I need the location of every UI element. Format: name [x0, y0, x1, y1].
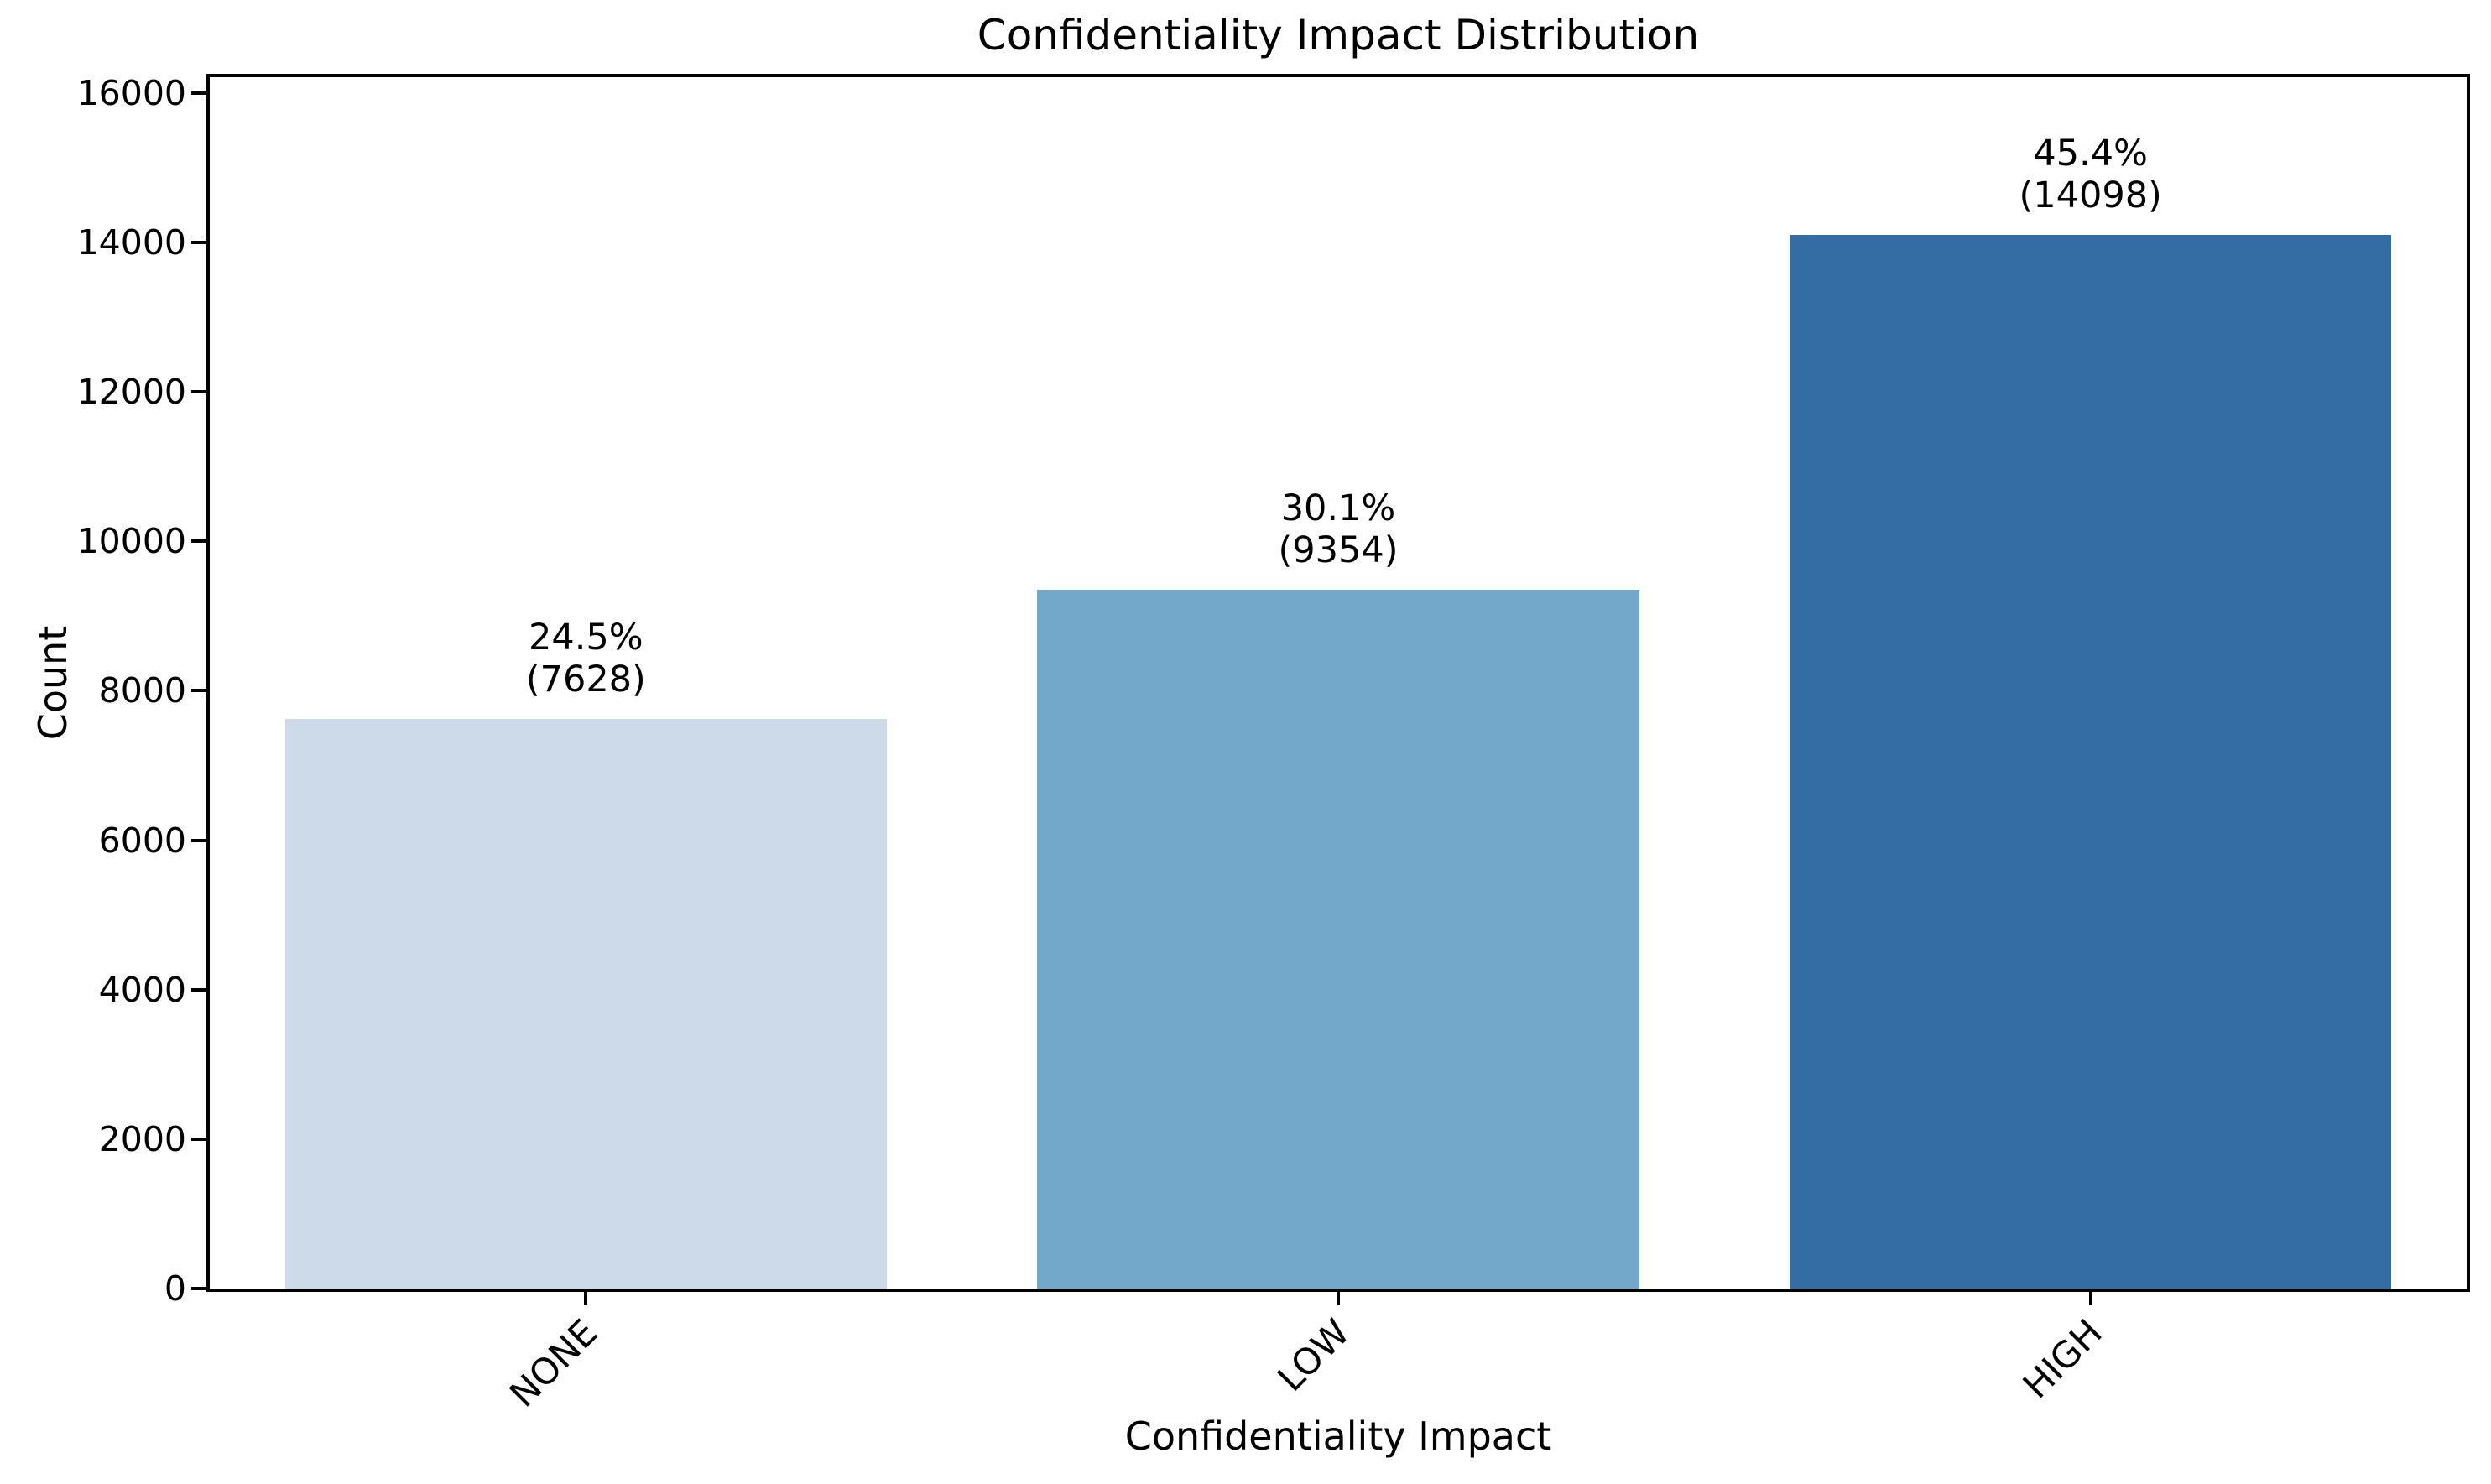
y-tick-label: 6000: [98, 820, 186, 861]
x-tick-mark: [1337, 1289, 1340, 1305]
bar-value-label: 24.5% (7628): [525, 616, 646, 700]
bar-value-label: 45.4% (14098): [2019, 133, 2162, 217]
chart-title: Confidentiality Impact Distribution: [977, 11, 1700, 60]
bar-none: [284, 718, 887, 1289]
bar-high: [1790, 235, 2392, 1289]
y-tick-label: 4000: [98, 969, 186, 1010]
y-tick-mark: [191, 390, 206, 394]
x-tick-label-low: LOW: [1269, 1311, 1358, 1400]
y-tick-mark: [191, 1137, 206, 1141]
y-tick-label: 12000: [76, 372, 186, 413]
bar-low: [1037, 589, 1639, 1289]
y-tick-mark: [191, 838, 206, 842]
x-tick-mark: [2088, 1289, 2092, 1305]
y-tick-label: 8000: [98, 670, 186, 711]
bar-value-label: 30.1% (9354): [1278, 487, 1399, 571]
y-tick-mark: [191, 689, 206, 693]
y-tick-label: 2000: [98, 1118, 186, 1159]
y-tick-mark: [191, 539, 206, 544]
x-tick-label-none: NONE: [502, 1311, 607, 1416]
x-tick-label-high: HIGH: [2015, 1311, 2111, 1408]
y-tick-label: 14000: [76, 222, 186, 263]
y-tick-mark: [191, 241, 206, 245]
y-axis-label: Count: [30, 625, 76, 741]
x-axis-label: Confidentiality Impact: [1124, 1414, 1552, 1459]
y-tick-label: 10000: [76, 521, 186, 562]
y-tick-mark: [191, 1287, 206, 1290]
y-tick-mark: [191, 91, 206, 95]
y-tick-label: 16000: [76, 72, 186, 113]
y-tick-label: 0: [164, 1268, 186, 1309]
x-tick-mark: [584, 1289, 588, 1305]
y-tick-mark: [191, 987, 206, 992]
